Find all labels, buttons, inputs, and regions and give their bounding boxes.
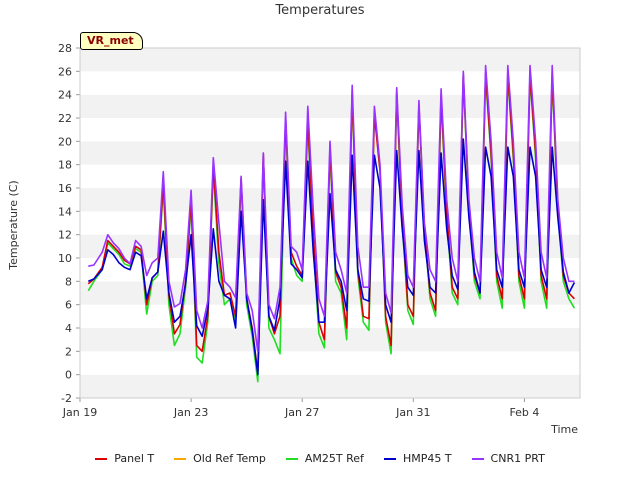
grid-band: [80, 258, 580, 282]
grid-band: [80, 281, 580, 305]
y-tick-label: 18: [58, 159, 72, 172]
series-line-hmp45-t: [87, 138, 576, 376]
y-tick-label: 0: [65, 369, 72, 382]
chart-title: Temperatures: [274, 3, 364, 18]
legend: Panel T Old Ref Temp AM25T Ref HMP45 T CNR1 …: [0, 452, 640, 465]
legend-item: Old Ref Temp: [174, 452, 266, 465]
y-tick-label: 16: [58, 182, 72, 195]
y-axis-label: Temperature (C): [7, 180, 20, 270]
y-tick-label: -2: [61, 392, 72, 405]
legend-item: CNR1 PRT: [471, 452, 545, 465]
legend-item: AM25T Ref: [285, 452, 364, 465]
grid-band: [80, 234, 580, 258]
grid-band: [80, 118, 580, 142]
series-line-cnr1-prt: [88, 64, 575, 353]
legend-label: CNR1 PRT: [490, 452, 545, 465]
x-tick-label: Feb 4: [509, 406, 539, 419]
grid-band: [80, 374, 580, 398]
grid-band: [80, 94, 580, 118]
y-tick-label: 10: [58, 252, 72, 265]
y-tick-label: 26: [58, 65, 72, 78]
y-tick-label: 6: [65, 299, 72, 312]
y-tick-label: 24: [58, 89, 72, 102]
legend-swatch: [471, 457, 484, 460]
plot-frame: [79, 47, 581, 399]
x-axis-ticks: Jan 19 Jan 23 Jan 27 Jan 31 Feb 4: [62, 398, 539, 419]
series-lines: [87, 64, 576, 383]
legend-item: Panel T: [95, 452, 154, 465]
y-tick-label: 8: [65, 275, 72, 288]
legend-item: HMP45 T: [383, 452, 452, 465]
y-tick-label: 22: [58, 112, 72, 125]
grid-band: [80, 328, 580, 352]
grid-band: [80, 71, 580, 95]
grid-band: [80, 351, 580, 375]
y-tick-label: 2: [65, 345, 72, 358]
legend-swatch: [285, 457, 298, 460]
legend-label: Panel T: [114, 452, 155, 465]
y-tick-label: 20: [58, 135, 72, 148]
grid-band: [80, 211, 580, 235]
legend-swatch: [95, 457, 108, 460]
legend-label: HMP45 T: [402, 452, 452, 465]
x-tick-label: Jan 31: [395, 406, 430, 419]
legend-swatch: [383, 457, 396, 460]
station-badge: VR_met: [80, 32, 143, 50]
grid-band: [80, 48, 580, 72]
x-tick-label: Jan 19: [62, 406, 97, 419]
y-tick-label: 28: [58, 42, 72, 55]
y-tick-label: 12: [58, 229, 72, 242]
x-axis-label: Time: [550, 423, 578, 436]
y-tick-label: 14: [58, 205, 72, 218]
x-tick-label: Jan 23: [173, 406, 208, 419]
legend-label: AM25T Ref: [304, 452, 364, 465]
legend-swatch: [174, 457, 187, 460]
y-tick-label: 4: [65, 322, 72, 335]
x-tick-label: Jan 27: [284, 406, 319, 419]
legend-label: Old Ref Temp: [193, 452, 266, 465]
grid-band: [80, 304, 580, 328]
